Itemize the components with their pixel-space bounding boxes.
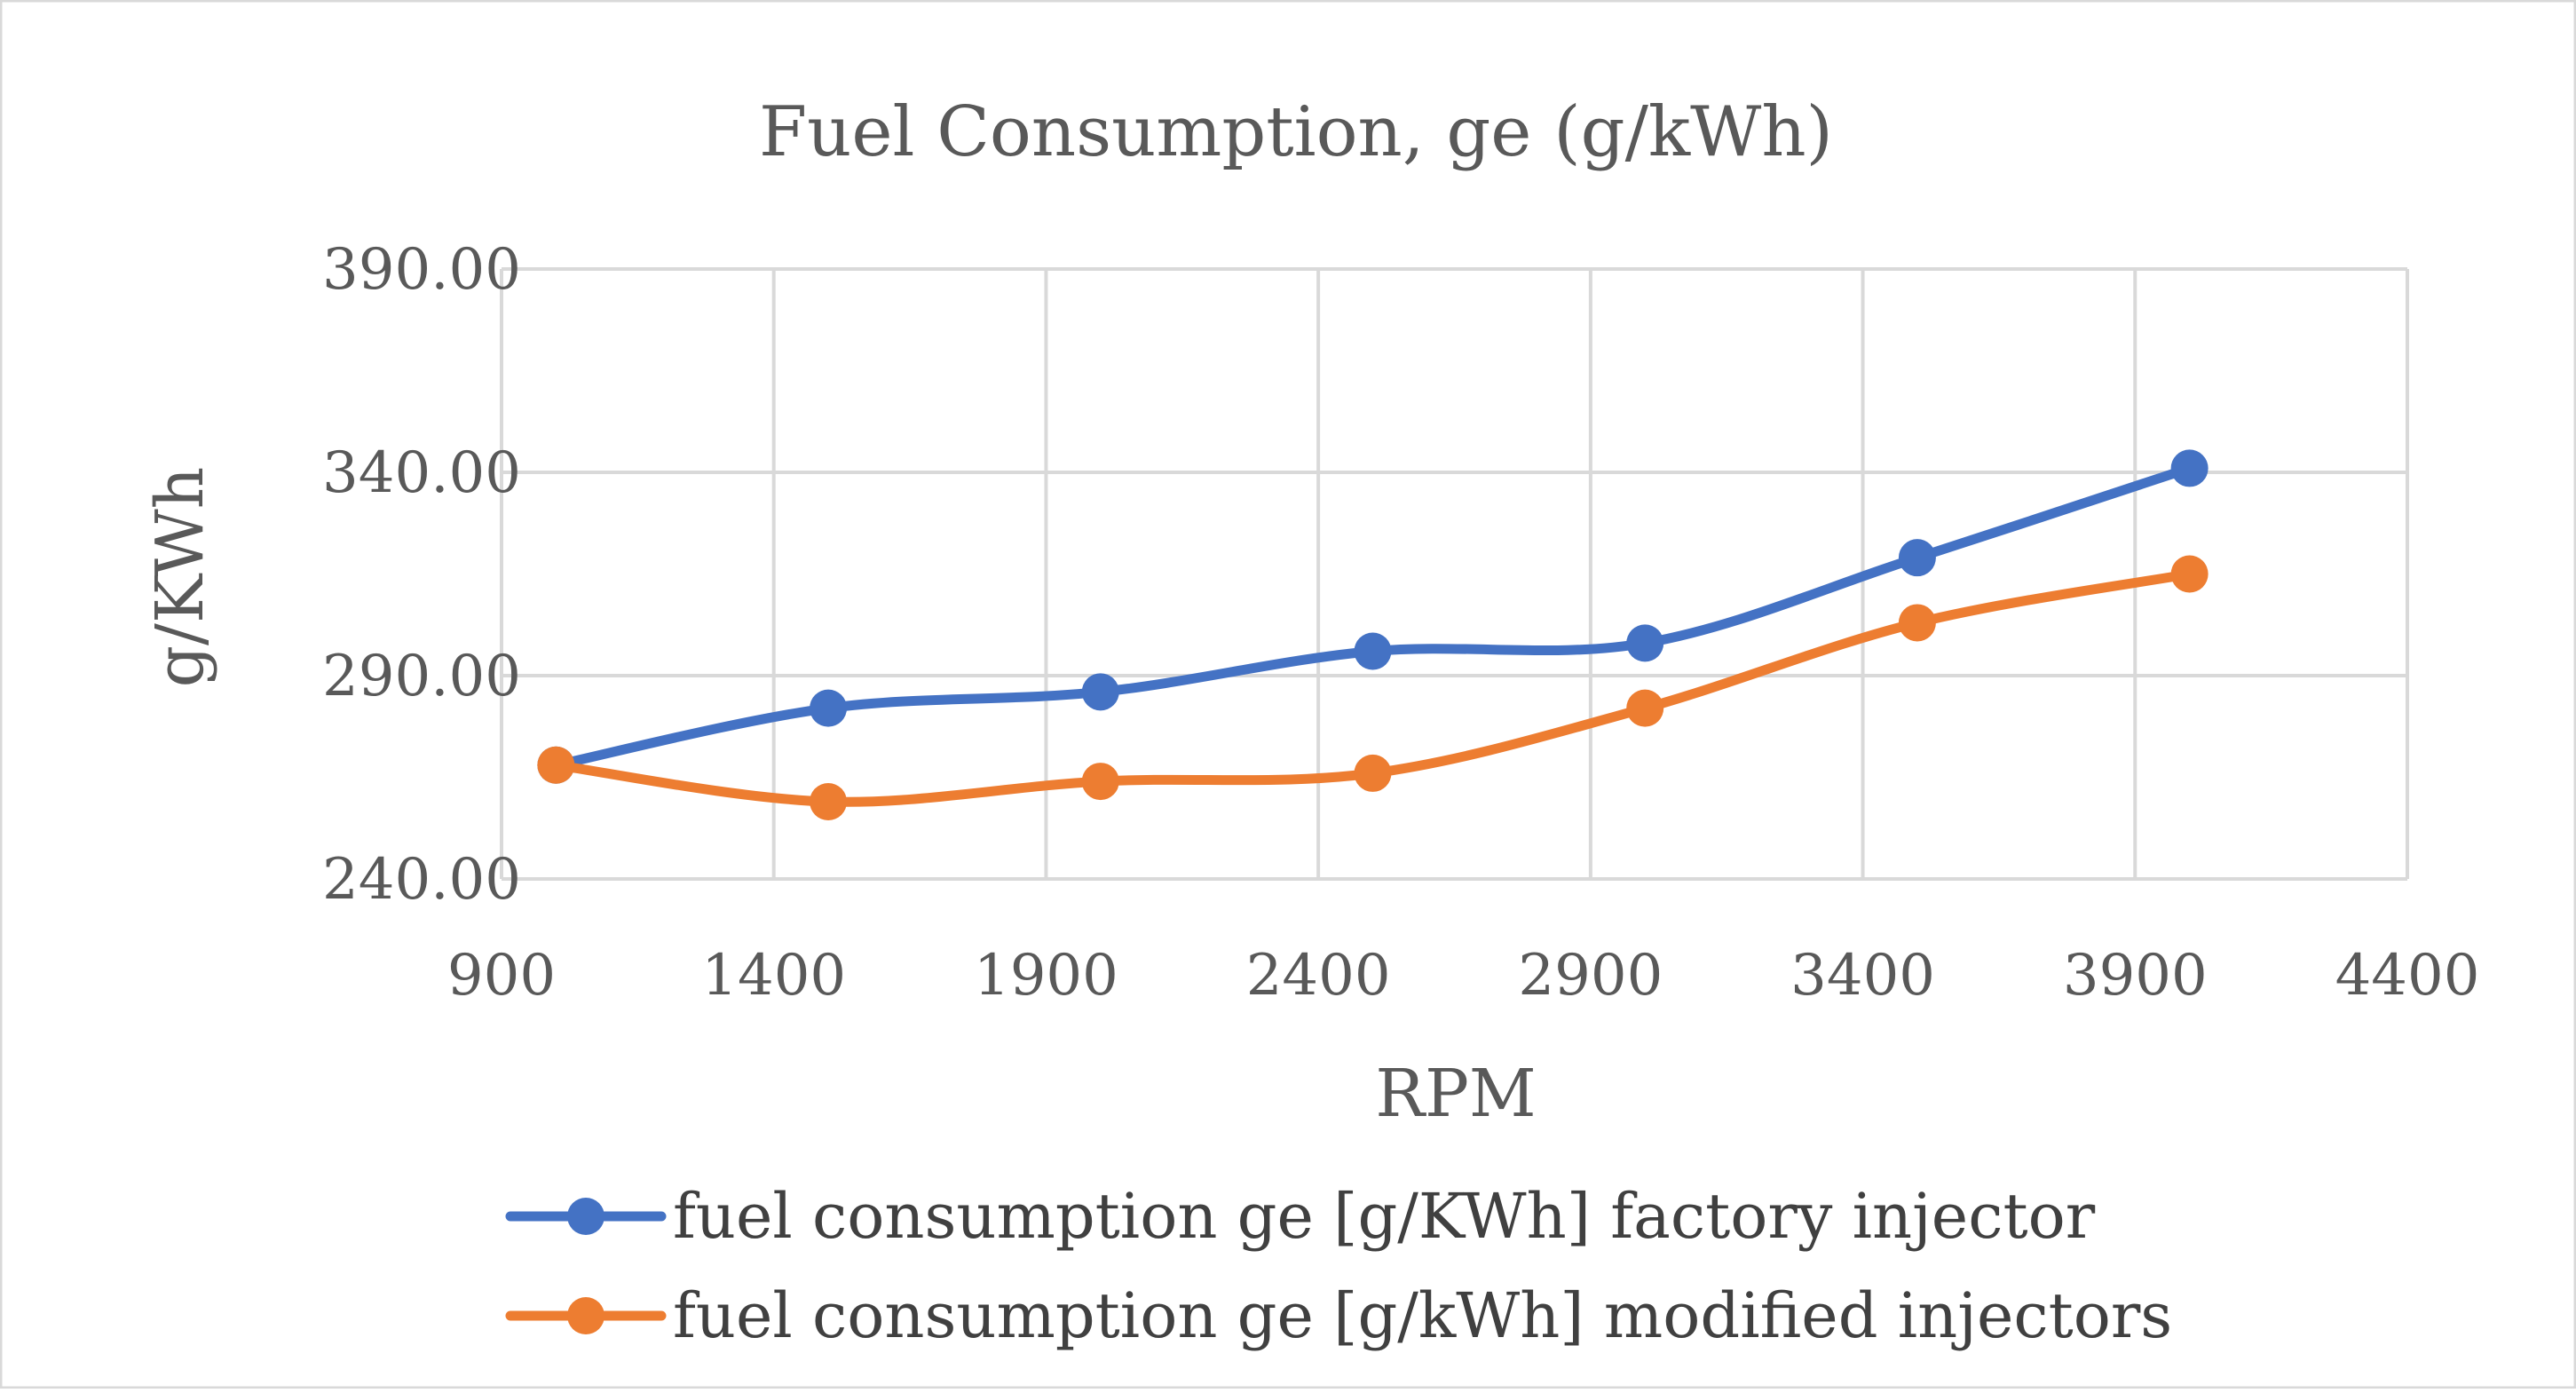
data-point bbox=[1626, 624, 1664, 662]
data-point bbox=[1626, 689, 1664, 727]
legend-item: fuel consumption ge [g/KWh] factory inje… bbox=[505, 1180, 2096, 1253]
x-axis-title: RPM bbox=[1375, 1056, 1536, 1132]
series bbox=[537, 449, 2209, 820]
data-point bbox=[810, 689, 848, 727]
x-tick-label: 1400 bbox=[701, 943, 846, 1009]
series-1 bbox=[537, 449, 2209, 784]
data-point bbox=[1898, 604, 1936, 642]
x-tick-label: 4400 bbox=[2335, 943, 2480, 1009]
legend: fuel consumption ge [g/KWh] factory inje… bbox=[505, 1180, 2172, 1352]
data-point bbox=[1898, 539, 1936, 577]
y-tick-label: 340.00 bbox=[322, 440, 521, 506]
x-tick-label: 3900 bbox=[2063, 943, 2208, 1009]
legend-swatch-marker bbox=[567, 1297, 604, 1334]
x-tick-label: 1900 bbox=[974, 943, 1118, 1009]
data-point bbox=[537, 746, 575, 784]
y-tick-label: 390.00 bbox=[322, 237, 521, 303]
legend-swatch-marker bbox=[567, 1198, 604, 1235]
legend-item: fuel consumption ge [g/kWh] modified inj… bbox=[505, 1279, 2172, 1352]
data-point bbox=[2170, 449, 2209, 487]
x-tick-label: 900 bbox=[447, 943, 556, 1009]
x-tick-label: 2400 bbox=[1246, 943, 1391, 1009]
legend-label: fuel consumption ge [g/KWh] factory inje… bbox=[673, 1180, 2096, 1253]
y-tick-label: 290.00 bbox=[322, 644, 521, 709]
legend-label: fuel consumption ge [g/kWh] modified inj… bbox=[673, 1279, 2172, 1352]
data-point bbox=[1081, 763, 1119, 801]
data-point bbox=[810, 782, 848, 820]
data-point bbox=[1354, 754, 1392, 792]
y-tick-label: 240.00 bbox=[322, 847, 521, 913]
x-tick-label: 2900 bbox=[1518, 943, 1663, 1009]
data-point bbox=[1081, 673, 1119, 711]
series-2 bbox=[537, 555, 2209, 820]
x-tick-label: 3400 bbox=[1790, 943, 1935, 1009]
chart-title: Fuel Consumption, ge (g/kWh) bbox=[759, 92, 1833, 172]
y-axis-title: g/KWh bbox=[142, 467, 218, 688]
axes: 240.00 290.00 340.00 390.00 900 1400 1900 2400 2… bbox=[322, 237, 2479, 1009]
data-point bbox=[1354, 632, 1392, 670]
data-point bbox=[2170, 555, 2209, 593]
